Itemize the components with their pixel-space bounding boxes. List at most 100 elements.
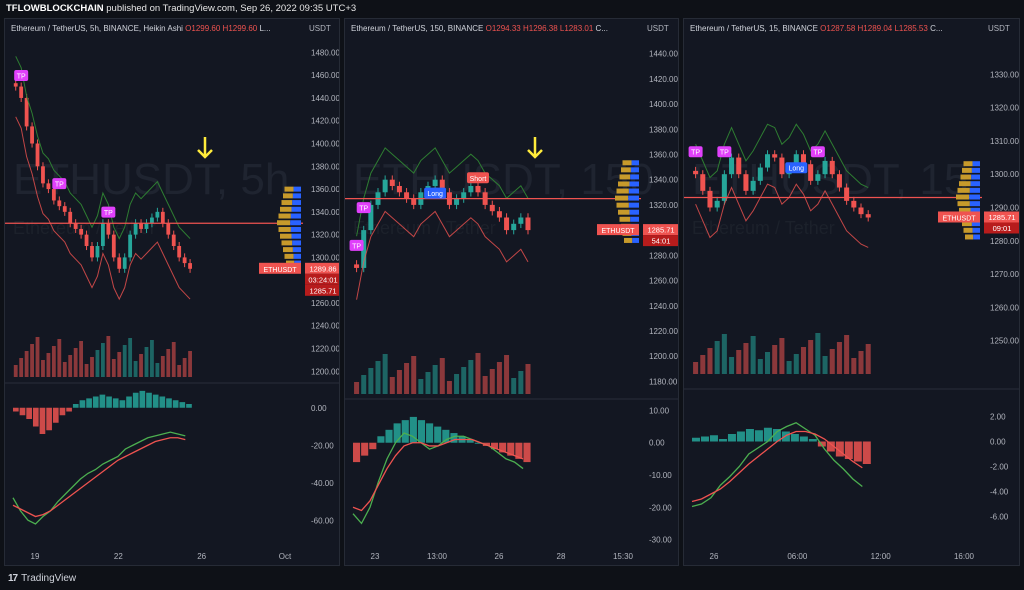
profile-bar-a [965, 234, 974, 240]
candle-body [525, 217, 531, 231]
macd-hist-bar [754, 430, 763, 442]
volume-bar [375, 361, 381, 394]
tp-marker-label: TP [813, 150, 822, 157]
author-name[interactable]: TFLOWBLOCKCHAIN [6, 3, 104, 14]
chart-panel-5h[interactable]: ETHUSDT, 5h Ethereum / Tether 1480.00 1460.… [4, 18, 340, 566]
volume-bar [858, 351, 864, 374]
profile-bar-b [971, 167, 980, 173]
candle-body [84, 234, 89, 247]
profile-bar-b [970, 181, 980, 187]
macd-hist-bar [385, 429, 393, 443]
volume-bar [382, 354, 388, 394]
volume-bars [693, 333, 871, 374]
candle-body [41, 166, 45, 184]
signal-marker-label: Long [788, 166, 804, 173]
macd-hist-bar [46, 407, 52, 431]
tp-marker [101, 206, 116, 218]
volume-bar [511, 378, 517, 394]
chart-panel-15[interactable]: ETHUSDT, 15 Ethereum / Tether 1330.00 1320.… [683, 18, 1020, 566]
profile-bar-a [962, 221, 972, 227]
profile-bar-b [630, 216, 639, 222]
chart-panel-150[interactable]: ETHUSDT, 150 Ethereum / Tether 1440.00 1420… [344, 18, 679, 566]
publish-info: published on TradingView.com, Sep 26, 20… [106, 3, 357, 14]
macd-tick-label: 10.00 [649, 406, 670, 415]
candle-body [693, 170, 699, 175]
candle-body [19, 86, 24, 98]
macd-hist-bar [166, 398, 172, 408]
candle-body [396, 185, 402, 193]
profile-bar-b [632, 237, 639, 243]
volume-bar [90, 357, 94, 377]
profile-bar-b [290, 226, 301, 232]
down-arrow-icon [197, 137, 213, 159]
macd-hist-bar [401, 420, 409, 443]
price-tick-label: 1340.00 [649, 176, 678, 185]
profile-bar-b [971, 174, 980, 180]
candle-body [815, 174, 821, 181]
volume-bar [446, 381, 452, 394]
profile-bar-b [969, 187, 980, 193]
tp-marker [810, 146, 825, 158]
price-tick-label: 1240.00 [311, 322, 340, 331]
lower-band [15, 116, 191, 301]
signal-marker-label: Short [470, 176, 487, 183]
macd-hist-bar [692, 437, 700, 442]
price-tick-label: 1400.00 [649, 100, 678, 109]
volume-bar [155, 363, 160, 377]
candle-body [461, 192, 467, 199]
macd-hist-bar [700, 436, 709, 442]
profile-bar-a [278, 213, 291, 219]
candle-body [836, 174, 842, 188]
macd-hist-bar [763, 427, 772, 442]
candle-body [144, 223, 149, 229]
macd-tick-label: 2.00 [990, 413, 1006, 422]
price-tag-label: 54:01 [652, 237, 671, 246]
macd-hist-bar [409, 416, 417, 443]
candle-body [368, 204, 374, 231]
volume-bar [73, 348, 78, 377]
profile-bar-a [281, 200, 293, 206]
tp-marker [356, 202, 371, 214]
profile-bar-b [969, 201, 980, 207]
profile-bar-a [277, 220, 291, 226]
macd-hist-bar [79, 400, 86, 408]
volume-bars [13, 336, 192, 377]
macd-line [12, 431, 186, 525]
profile-bar-b [291, 206, 301, 212]
volume-bar [793, 354, 799, 374]
tp-marker-label: TP [104, 210, 113, 217]
tradingview-brand[interactable]: 17 TradingView [8, 573, 76, 584]
volume-bar [815, 333, 821, 374]
macd-tick-label: -40.00 [311, 479, 334, 488]
profile-bar-a [618, 181, 630, 187]
candle-body [439, 179, 445, 193]
candle-body [13, 83, 18, 87]
volume-bar [729, 357, 735, 374]
macd-hist-bar [179, 402, 186, 408]
profile-bar-b [628, 195, 639, 201]
macd-hist-bar [466, 439, 474, 443]
candle-body [772, 154, 778, 158]
macd-hist-bar [39, 407, 46, 434]
volume-bar [62, 362, 67, 377]
price-tick-label: 1300.00 [990, 170, 1019, 179]
candle-body [700, 174, 706, 191]
tp-marker [688, 146, 703, 158]
candle-body [865, 214, 871, 218]
profile-bar-a [619, 174, 631, 180]
profile-bar-b [292, 240, 301, 246]
candle-body [46, 183, 51, 190]
profile-bar-b [971, 221, 980, 227]
price-tag-label: 1285.71 [309, 286, 336, 295]
currency-label: USDT [988, 24, 1010, 33]
candle-body [95, 246, 100, 258]
profile-bar-a [616, 188, 629, 194]
price-tag [305, 273, 339, 285]
time-tick-label: 26 [710, 552, 719, 561]
macd-hist-bar [523, 442, 531, 463]
tp-marker-label: TP [352, 243, 361, 250]
volume-bar [177, 365, 182, 377]
lower-band [356, 210, 529, 300]
candle-body [79, 228, 84, 235]
profile-bar-b [292, 193, 301, 199]
